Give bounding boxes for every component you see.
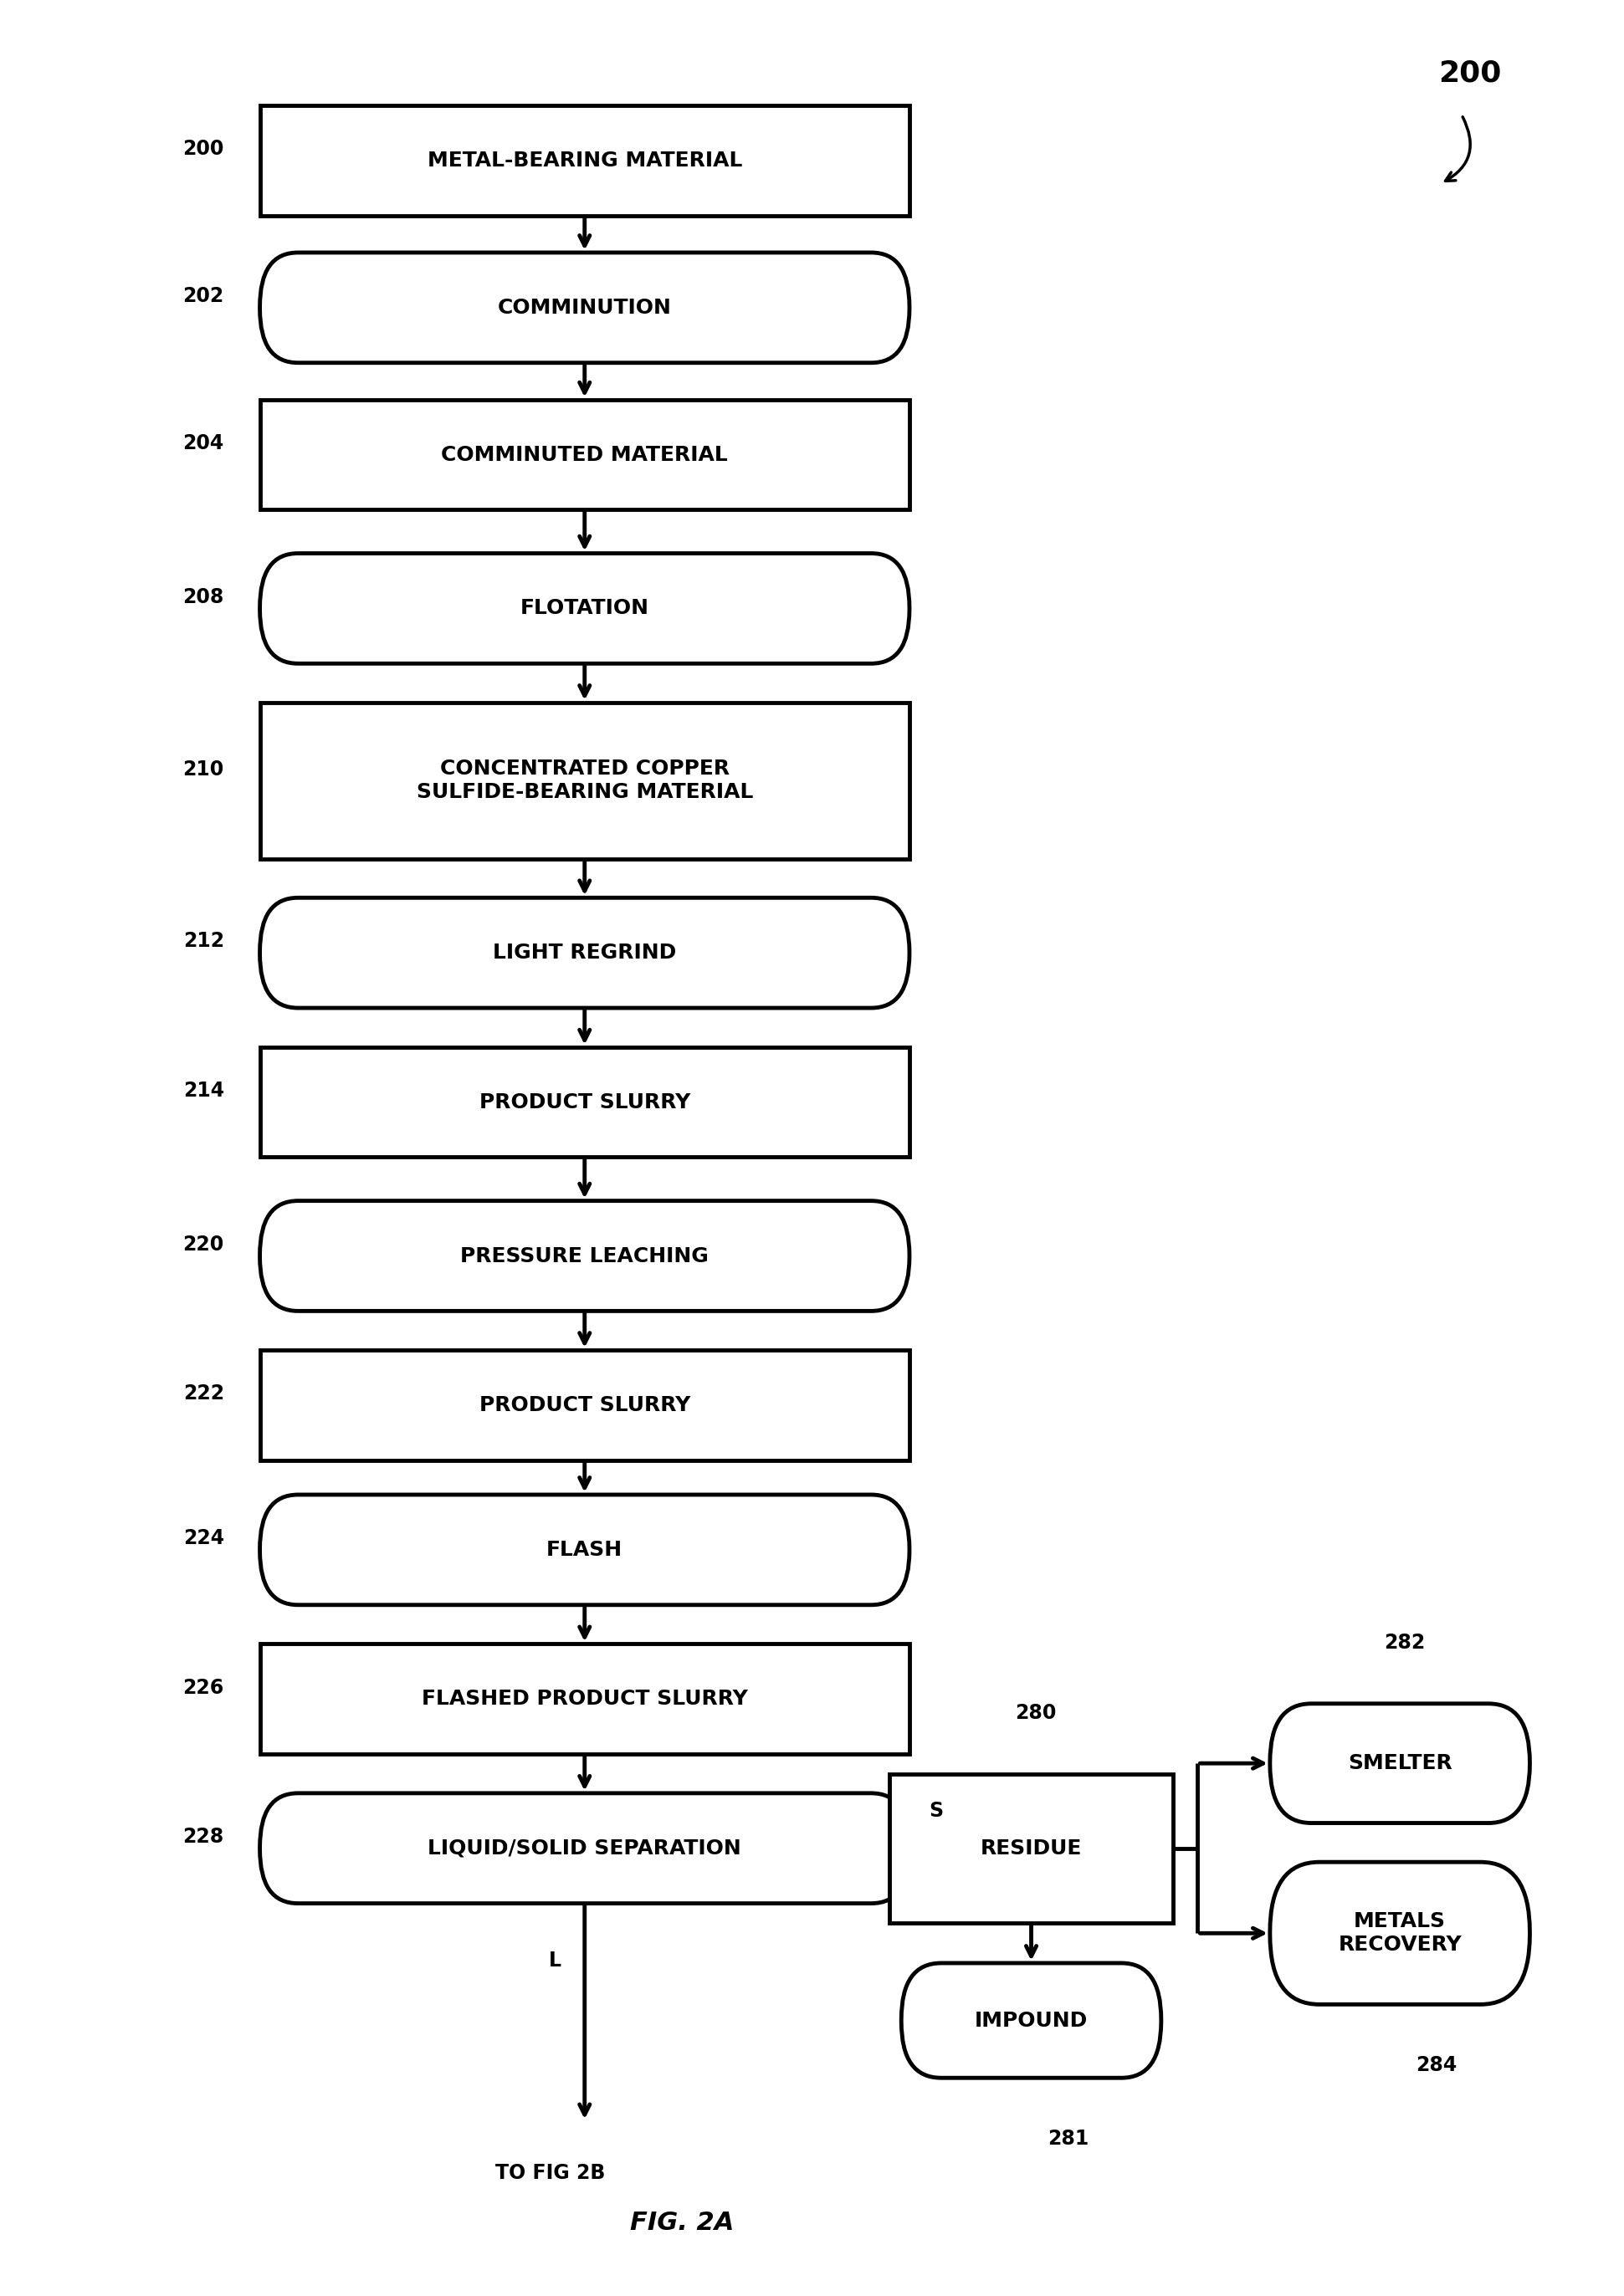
Text: 284: 284: [1416, 2055, 1457, 2076]
Text: 281: 281: [1047, 2128, 1088, 2149]
Text: COMMINUTED MATERIAL: COMMINUTED MATERIAL: [442, 445, 728, 464]
Text: PRESSURE LEACHING: PRESSURE LEACHING: [461, 1247, 708, 1265]
FancyBboxPatch shape: [260, 1793, 909, 1903]
Text: IMPOUND: IMPOUND: [974, 2011, 1088, 2030]
Text: 224: 224: [184, 1529, 224, 1548]
FancyBboxPatch shape: [260, 703, 909, 859]
FancyBboxPatch shape: [260, 400, 909, 510]
Text: FLASH: FLASH: [547, 1541, 622, 1559]
Text: 210: 210: [184, 760, 224, 778]
Text: L: L: [549, 1952, 562, 1970]
Text: 282: 282: [1384, 1632, 1424, 1653]
Text: 228: 228: [184, 1828, 224, 1846]
Text: COMMINUTION: COMMINUTION: [497, 298, 672, 317]
Text: FLASHED PRODUCT SLURRY: FLASHED PRODUCT SLURRY: [422, 1690, 747, 1708]
Text: FIG. 2A: FIG. 2A: [630, 2211, 734, 2234]
Text: PRODUCT SLURRY: PRODUCT SLURRY: [479, 1093, 690, 1111]
Text: RESIDUE: RESIDUE: [981, 1839, 1082, 1857]
Text: 208: 208: [184, 588, 224, 606]
Text: PRODUCT SLURRY: PRODUCT SLURRY: [479, 1396, 690, 1414]
FancyBboxPatch shape: [901, 1963, 1161, 2078]
Text: 220: 220: [184, 1235, 224, 1254]
Text: 202: 202: [184, 287, 224, 305]
Text: METAL-BEARING MATERIAL: METAL-BEARING MATERIAL: [427, 152, 742, 170]
Text: 204: 204: [184, 434, 224, 452]
Text: METALS
RECOVERY: METALS RECOVERY: [1338, 1913, 1462, 1954]
FancyBboxPatch shape: [260, 1350, 909, 1460]
Text: FLOTATION: FLOTATION: [520, 599, 650, 618]
FancyBboxPatch shape: [260, 106, 909, 216]
Text: 200: 200: [1439, 60, 1501, 87]
FancyBboxPatch shape: [260, 898, 909, 1008]
Text: 214: 214: [184, 1081, 224, 1100]
FancyBboxPatch shape: [1270, 1862, 1530, 2004]
FancyBboxPatch shape: [1270, 1704, 1530, 1823]
FancyBboxPatch shape: [260, 1644, 909, 1754]
Text: LIQUID/SOLID SEPARATION: LIQUID/SOLID SEPARATION: [427, 1839, 742, 1857]
Text: S: S: [929, 1800, 944, 1821]
Text: 222: 222: [184, 1384, 224, 1403]
Text: 212: 212: [184, 932, 224, 951]
Text: TO FIG 2B: TO FIG 2B: [495, 2163, 606, 2183]
Text: CONCENTRATED COPPER
SULFIDE-BEARING MATERIAL: CONCENTRATED COPPER SULFIDE-BEARING MATE…: [416, 760, 754, 801]
FancyBboxPatch shape: [260, 1047, 909, 1157]
FancyBboxPatch shape: [260, 1201, 909, 1311]
FancyBboxPatch shape: [260, 253, 909, 363]
Text: 280: 280: [1015, 1704, 1056, 1722]
Text: SMELTER: SMELTER: [1348, 1754, 1452, 1773]
FancyBboxPatch shape: [260, 553, 909, 664]
Text: 226: 226: [184, 1678, 224, 1697]
FancyBboxPatch shape: [890, 1773, 1173, 1924]
FancyBboxPatch shape: [260, 1495, 909, 1605]
Text: 200: 200: [184, 140, 224, 158]
Text: LIGHT REGRIND: LIGHT REGRIND: [494, 944, 676, 962]
